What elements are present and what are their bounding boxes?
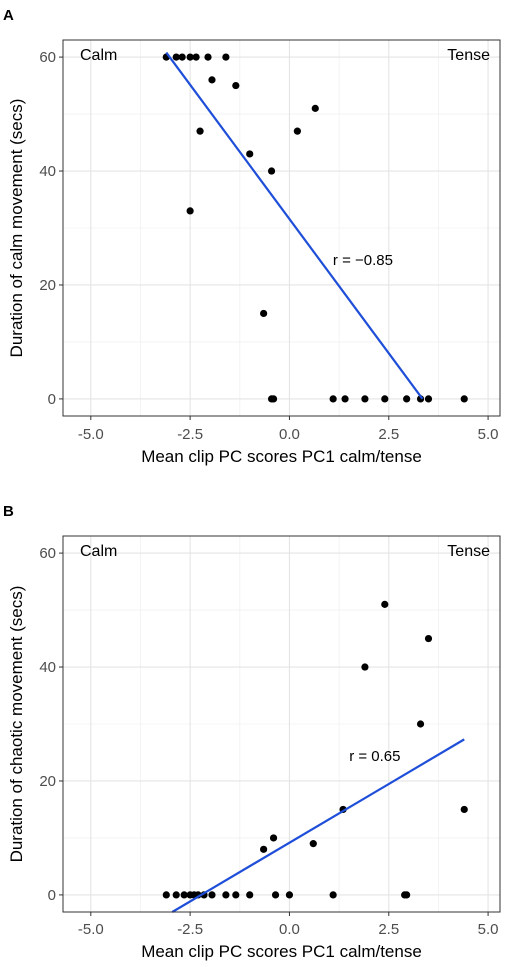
data-point <box>204 53 212 61</box>
data-point <box>172 53 180 61</box>
data-point <box>293 127 301 135</box>
corner-label-right: Tense <box>447 47 490 64</box>
data-point <box>196 127 204 135</box>
data-point <box>232 891 240 899</box>
data-point <box>260 309 268 318</box>
data-point <box>172 891 180 899</box>
data-point <box>285 891 294 899</box>
data-point <box>267 167 276 175</box>
y-tick-label: 60 <box>39 49 56 66</box>
x-tick-label: 5.0 <box>478 921 499 938</box>
data-point <box>381 600 389 608</box>
data-point <box>208 76 216 84</box>
y-tick-label: 0 <box>48 391 56 408</box>
x-axis-title: Mean clip PC scores PC1 calm/tense <box>141 942 422 961</box>
data-point <box>208 891 216 899</box>
panel-a: Ar = −0.85 Calm Tense -5.0 -2.5 0.0 2.5 5.0 0 20 4… <box>3 7 501 466</box>
y-axis-title: Duration of chaotic movement (secs) <box>7 586 26 863</box>
correlation-label: r = 0.65 <box>349 748 400 765</box>
y-tick-label: 40 <box>39 163 56 180</box>
data-point <box>416 720 425 728</box>
data-point <box>460 395 468 403</box>
data-point <box>260 845 268 853</box>
x-tick-label: -2.5 <box>177 426 203 443</box>
data-point <box>381 395 389 403</box>
data-point <box>186 207 194 215</box>
y-tick-label: 20 <box>39 277 56 294</box>
data-point <box>222 891 230 899</box>
data-point <box>424 395 433 403</box>
data-point <box>361 395 369 403</box>
x-tick-label: 5.0 <box>478 426 499 443</box>
plot-border <box>62 535 501 913</box>
panel-letter: B <box>3 503 14 520</box>
data-point <box>403 891 411 899</box>
panel-b: Br = 0.65 Calm Tense -5.0 -2.5 0.0 2.5 5.0 0 20 40… <box>3 503 501 961</box>
x-axis-title: Mean clip PC scores PC1 calm/tense <box>141 447 422 466</box>
data-point <box>460 805 468 814</box>
data-point <box>403 395 411 403</box>
plot-border <box>62 39 501 417</box>
data-point <box>341 395 349 403</box>
data-point <box>329 891 337 899</box>
regression-line <box>165 51 424 400</box>
data-point <box>309 840 317 848</box>
grid <box>63 536 500 912</box>
x-tick-label: -5.0 <box>78 426 104 443</box>
y-tick-label: 40 <box>39 659 56 676</box>
data-point <box>232 81 240 90</box>
data-point <box>269 834 278 842</box>
y-tick-label: 0 <box>48 887 56 904</box>
x-tick-label: 0.0 <box>279 921 300 938</box>
corner-label-left: Calm <box>80 47 117 64</box>
data-point <box>178 53 186 61</box>
corner-label-right: Tense <box>447 543 490 560</box>
x-tick-label: -2.5 <box>177 921 203 938</box>
data-point <box>361 663 369 671</box>
correlation-label: r = −0.85 <box>333 252 393 269</box>
data-point <box>267 395 276 403</box>
data-point <box>311 104 319 112</box>
data-point <box>186 53 194 61</box>
panel-letter: A <box>3 7 14 24</box>
data-point <box>246 891 254 899</box>
regression-line <box>171 738 465 913</box>
data-point <box>162 891 170 899</box>
x-tick-label: 2.5 <box>378 426 399 443</box>
data-point <box>192 53 200 61</box>
data-point <box>222 53 230 61</box>
data-point <box>246 150 254 158</box>
x-tick-label: 0.0 <box>279 426 300 443</box>
y-tick-label: 60 <box>39 545 56 562</box>
y-axis-title: Duration of calm movement (secs) <box>7 99 26 358</box>
points <box>162 53 468 403</box>
x-tick-label: 2.5 <box>378 921 399 938</box>
x-tick-label: -5.0 <box>78 921 104 938</box>
data-point <box>180 891 188 899</box>
data-point <box>329 395 337 403</box>
corner-label-left: Calm <box>80 543 117 560</box>
data-point <box>424 634 433 643</box>
y-tick-label: 20 <box>39 773 56 790</box>
data-point <box>271 891 280 899</box>
